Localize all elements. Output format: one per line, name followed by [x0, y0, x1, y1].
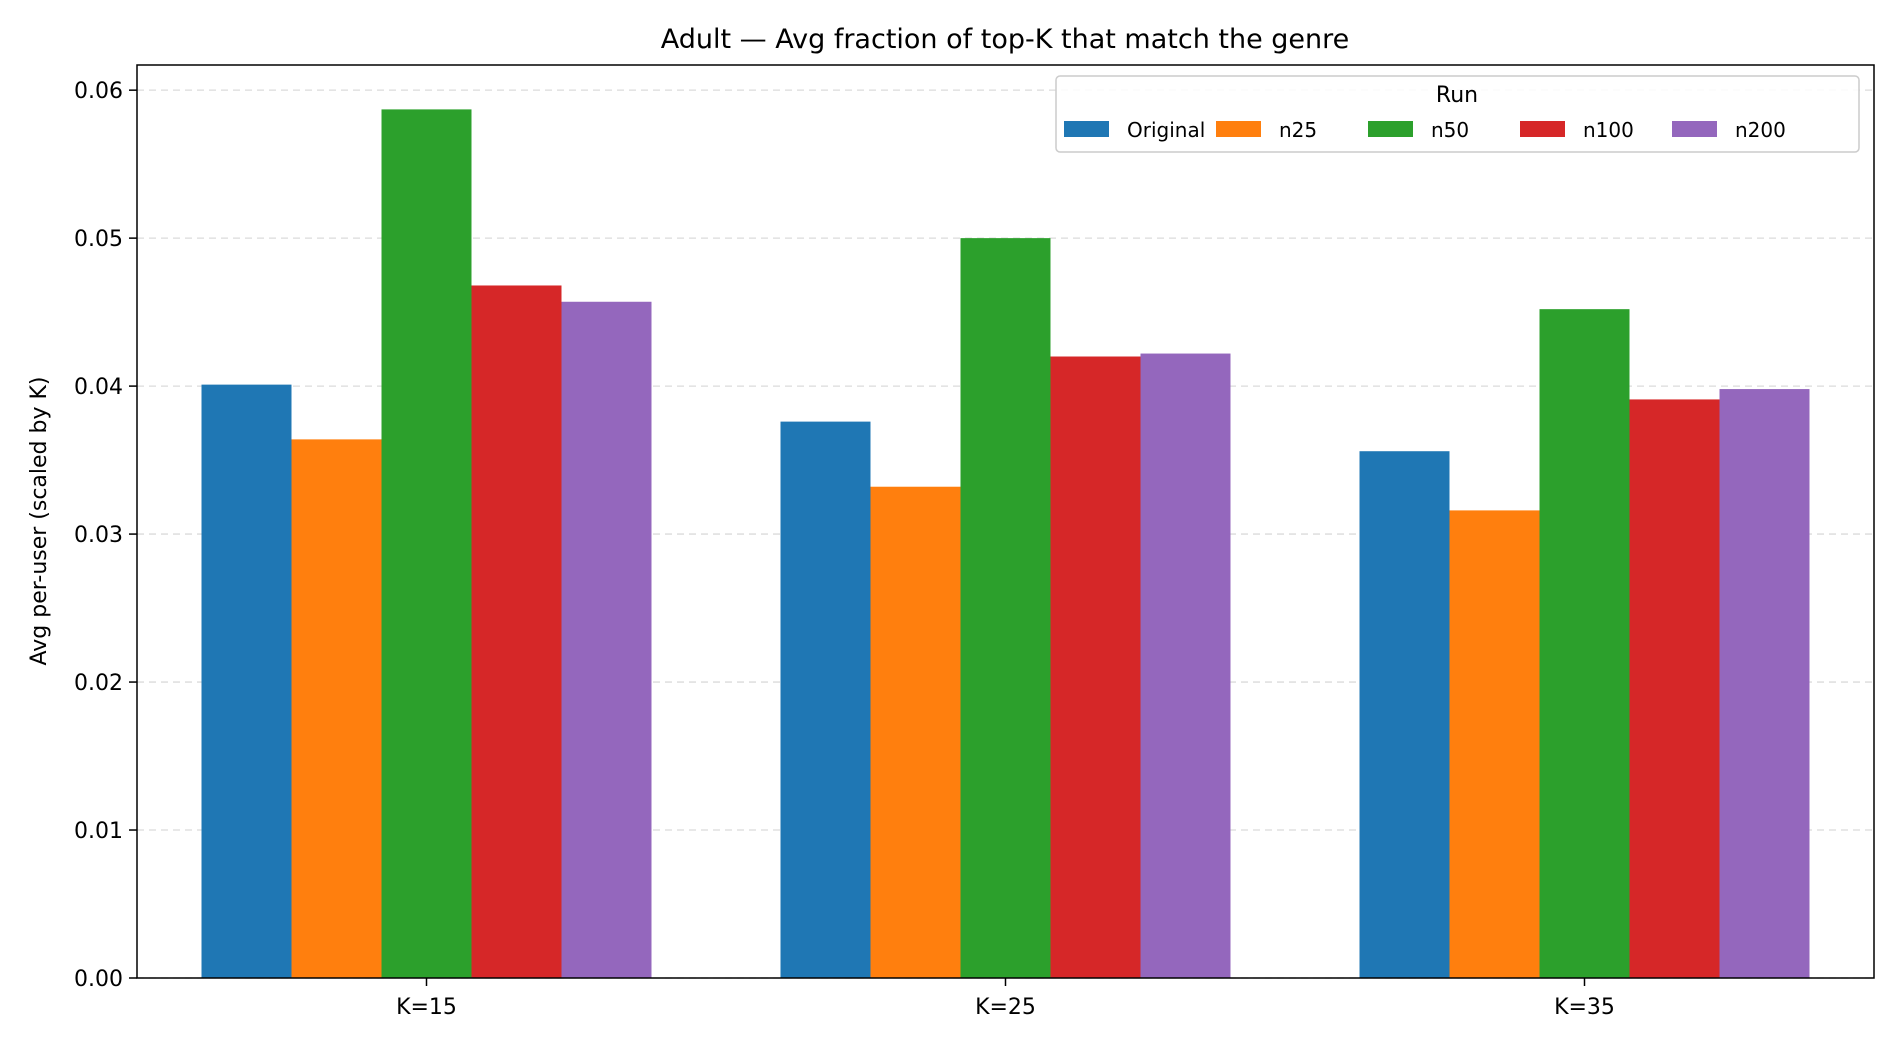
legend-label-n200: n200: [1735, 118, 1786, 142]
bar-n25-k15: [291, 439, 382, 978]
y-axis: 0.00 0.01 0.02 0.03 0.04 0.05 0.06: [74, 79, 137, 992]
bar-n200-k35: [1719, 389, 1810, 978]
bar-original-k35: [1359, 451, 1450, 979]
y-tick-label: 0.00: [74, 967, 123, 992]
y-axis-label: Avg per-user (scaled by K): [27, 376, 52, 665]
bar-n100-k35: [1629, 399, 1720, 978]
legend-swatch-n100: [1520, 121, 1565, 137]
bar-n200-k25: [1140, 353, 1231, 978]
legend-items: Original n25 n50 n100 n200: [1064, 118, 1786, 142]
legend-label-n25: n25: [1279, 118, 1317, 142]
legend: Run Original n25 n50 n100 n200: [1055, 75, 1860, 153]
bar-n200-k15: [561, 301, 652, 978]
y-tick-label: 0.05: [74, 227, 123, 252]
legend-swatch-original: [1064, 121, 1109, 137]
legend-swatch-n200: [1672, 121, 1717, 137]
y-tick-label: 0.06: [74, 79, 123, 104]
legend-swatch-n25: [1216, 121, 1261, 137]
bar-n50-k35: [1539, 309, 1630, 978]
bar-n50-k25: [960, 238, 1051, 979]
bar-n50-k15: [381, 109, 472, 979]
x-tick-label: K=15: [396, 995, 457, 1020]
chart-title: Adult — Avg fraction of top-K that match…: [661, 24, 1350, 55]
y-tick-label: 0.04: [74, 375, 123, 400]
legend-label-n50: n50: [1431, 118, 1469, 142]
legend-label-original: Original: [1127, 118, 1205, 142]
bar-n25-k35: [1449, 510, 1540, 978]
legend-title: Run: [1436, 83, 1478, 108]
bars-layer: [201, 109, 1810, 979]
bar-original-k25: [780, 421, 871, 978]
x-axis: K=15 K=25 K=35: [396, 978, 1615, 1020]
y-tick-label: 0.03: [74, 523, 123, 548]
bar-n25-k25: [870, 486, 961, 978]
bar-n100-k15: [471, 285, 562, 979]
bar-original-k15: [201, 384, 292, 978]
y-tick-label: 0.01: [74, 819, 123, 844]
legend-swatch-n50: [1368, 121, 1413, 137]
x-tick-label: K=35: [1554, 995, 1615, 1020]
x-tick-label: K=25: [975, 995, 1036, 1020]
bar-n100-k25: [1050, 356, 1141, 978]
y-tick-label: 0.02: [74, 671, 123, 696]
legend-label-n100: n100: [1583, 118, 1634, 142]
